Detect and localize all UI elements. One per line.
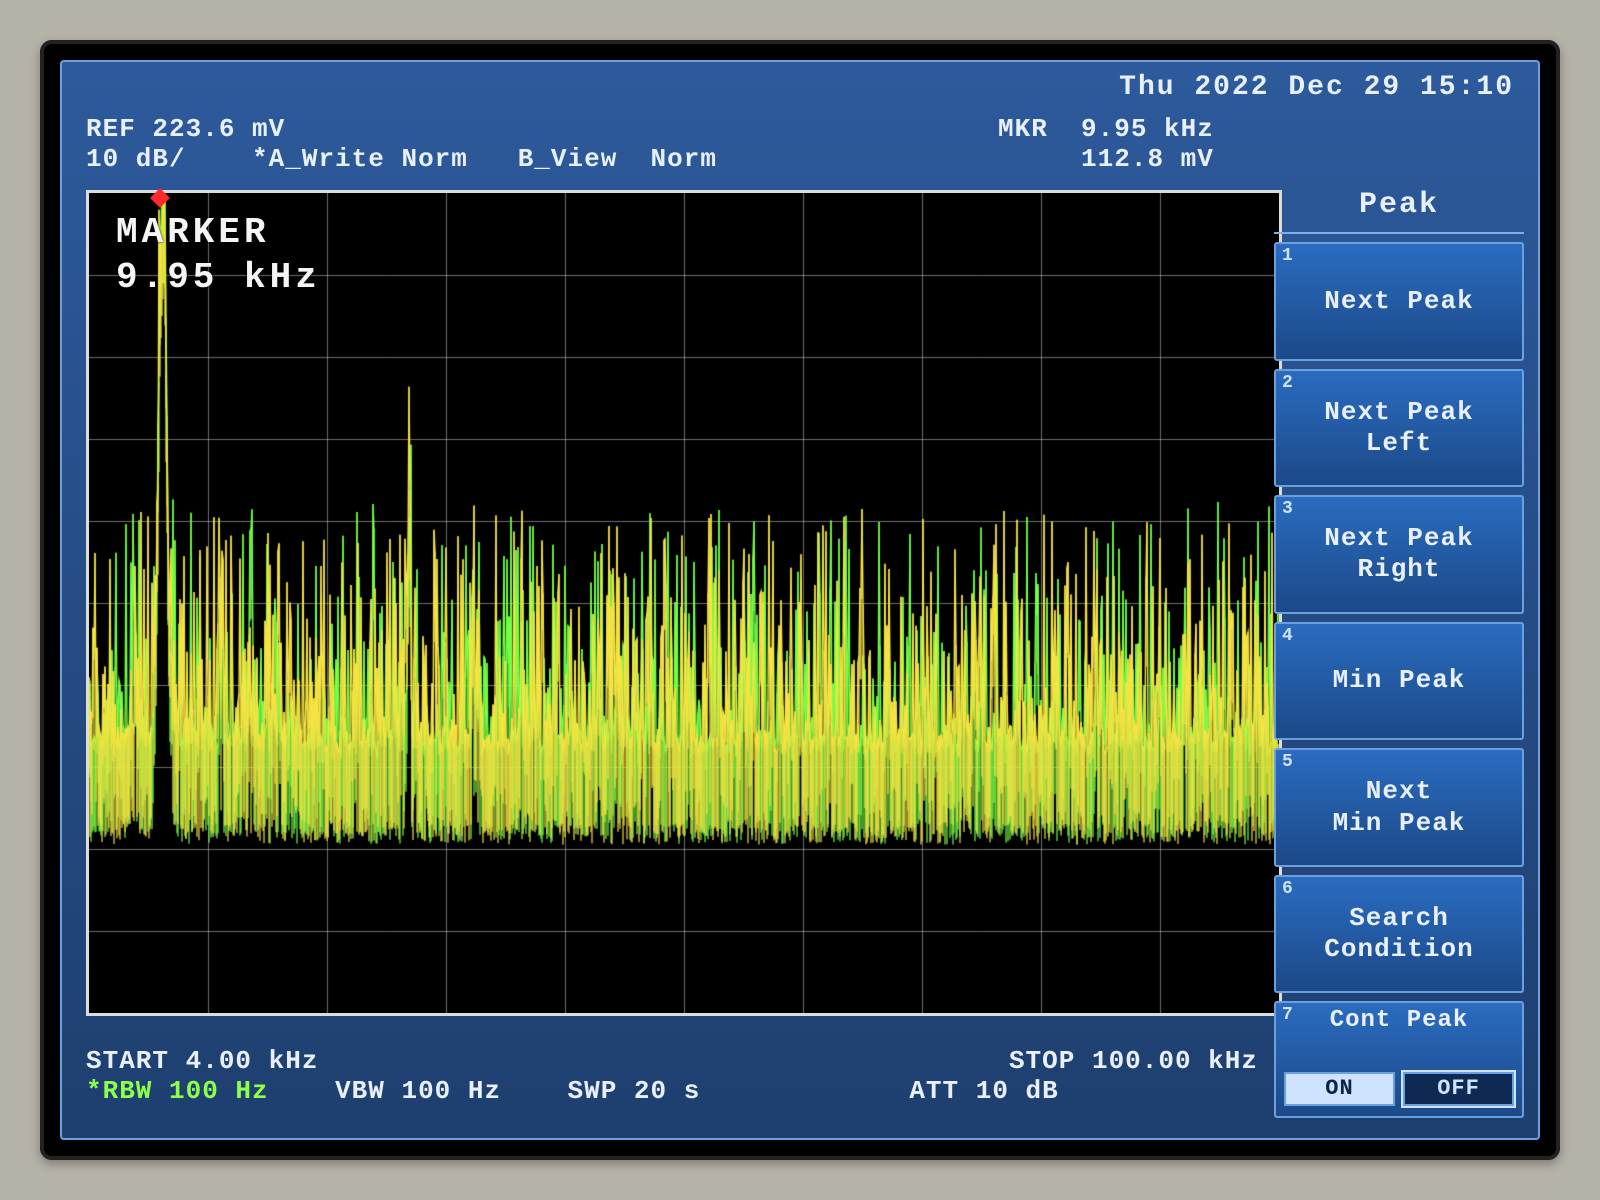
mkr-amplitude: 112.8 mV (1081, 144, 1214, 174)
spectrum-plot: MARKER 9.95 kHz (86, 190, 1276, 1010)
stop-freq: STOP 100.00 kHz (1009, 1046, 1258, 1076)
instrument-screen: Thu 2022 Dec 29 15:10 REF 223.6 mV MKR 9… (60, 60, 1540, 1140)
datetime: Thu 2022 Dec 29 15:10 (1119, 72, 1514, 103)
header-readouts: REF 223.6 mV MKR 9.95 kHz 10 dB/ *A_Writ… (86, 114, 1258, 182)
softkey-label: Next Peak (1324, 286, 1473, 317)
softkey-label: Min Peak (1333, 665, 1466, 696)
spectrum-canvas (86, 190, 1282, 1016)
softkey-label: Next Peak Left (1324, 397, 1473, 459)
toggle-off[interactable]: OFF (1403, 1072, 1514, 1106)
softkey-next-peak[interactable]: 1Next Peak (1274, 242, 1524, 361)
rbw: *RBW 100 Hz (86, 1076, 269, 1106)
vbw: VBW 100 Hz (335, 1076, 501, 1106)
mkr-freq: 9.95 kHz (1081, 114, 1214, 144)
mkr-label: MKR (998, 114, 1048, 144)
softkey-label: Cont Peak (1330, 1007, 1469, 1036)
trace-b-mode: B_View Norm (518, 144, 717, 174)
ref-level: REF 223.6 mV (86, 114, 285, 144)
scale-per-div: 10 dB/ (86, 144, 186, 174)
softkey-next-peak-right[interactable]: 3Next Peak Right (1274, 495, 1524, 614)
footer-readouts: START 4.00 kHz STOP 100.00 kHz *RBW 100 … (86, 1046, 1258, 1118)
start-freq: START 4.00 kHz (86, 1046, 318, 1076)
softkey-next-min-peak[interactable]: 5Next Min Peak (1274, 748, 1524, 867)
cont-peak-toggle[interactable]: ON OFF (1278, 1068, 1520, 1112)
softkey-search-condition[interactable]: 6Search Condition (1274, 875, 1524, 994)
trace-a-mode: *A_Write Norm (252, 144, 468, 174)
softkey-label: Next Peak Right (1324, 523, 1473, 585)
softkey-cont-peak[interactable]: 7 Cont Peak ON OFF (1274, 1001, 1524, 1118)
att: ATT 10 dB (909, 1076, 1058, 1106)
softkey-panel: Peak 1Next Peak 2Next Peak Left 3Next Pe… (1274, 182, 1524, 1118)
swp: SWP 20 s (568, 1076, 701, 1106)
softkey-label: Next Min Peak (1333, 776, 1466, 838)
toggle-on[interactable]: ON (1284, 1072, 1395, 1106)
instrument-bezel: Thu 2022 Dec 29 15:10 REF 223.6 mV MKR 9… (40, 40, 1560, 1160)
marker-annotation: MARKER 9.95 kHz (116, 210, 321, 300)
softkey-menu-title: Peak (1274, 182, 1524, 234)
softkey-next-peak-left[interactable]: 2Next Peak Left (1274, 369, 1524, 488)
softkey-label: Search Condition (1324, 903, 1473, 965)
softkey-min-peak[interactable]: 4Min Peak (1274, 622, 1524, 741)
